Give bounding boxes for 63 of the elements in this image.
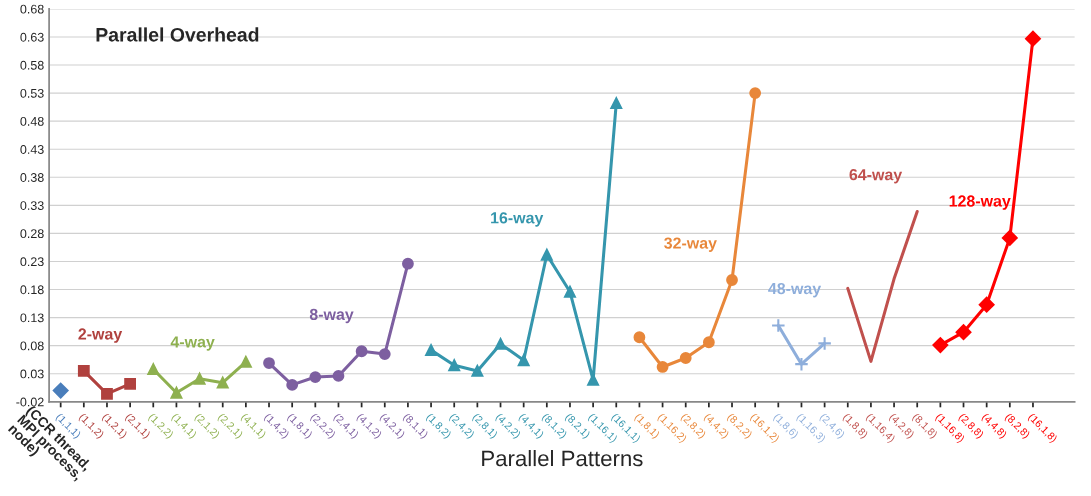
series-label: 128-way <box>949 195 1011 210</box>
point <box>494 338 507 350</box>
point <box>610 97 623 110</box>
point <box>471 364 484 377</box>
point <box>679 352 692 364</box>
point <box>656 361 669 373</box>
point <box>170 386 183 399</box>
point <box>263 357 275 369</box>
point <box>448 359 461 372</box>
point <box>101 388 113 400</box>
y-tick-label: 0.28 <box>20 229 44 239</box>
point <box>402 257 414 270</box>
point <box>309 371 322 383</box>
point <box>978 296 995 313</box>
point <box>1001 229 1018 246</box>
series-label: 8-way <box>309 308 354 324</box>
y-tick-label: 0.68 <box>20 4 44 14</box>
point <box>193 372 206 385</box>
point <box>633 331 646 344</box>
point <box>771 318 786 333</box>
series-label: 48-way <box>768 282 822 298</box>
y-tick-label: 0.13 <box>20 313 44 323</box>
series-label: 4-way <box>170 336 215 351</box>
point <box>147 363 160 376</box>
point <box>564 285 576 298</box>
point <box>52 382 69 399</box>
y-tick-label: 0.48 <box>20 116 44 126</box>
y-tick-label: 0.08 <box>20 341 44 351</box>
point <box>1025 30 1041 47</box>
y-tick-label: 0.23 <box>20 257 44 267</box>
point <box>817 336 832 351</box>
series-label: 64-way <box>849 168 903 184</box>
point <box>77 364 90 377</box>
line-series <box>846 209 919 363</box>
point <box>749 87 762 100</box>
text: Parallel Overhead <box>96 27 259 42</box>
series-label: 32-way <box>664 237 717 252</box>
point <box>955 324 972 341</box>
point <box>286 379 299 391</box>
point <box>124 377 137 390</box>
point <box>216 376 229 389</box>
point <box>794 356 809 372</box>
point <box>517 354 530 367</box>
point <box>726 274 738 286</box>
y-tick-label: 0.58 <box>20 60 44 70</box>
x-axis-title: Parallel Patterns <box>482 449 643 467</box>
point <box>540 248 553 261</box>
point <box>702 336 715 349</box>
y-tick-label: 0.38 <box>20 173 44 182</box>
point <box>378 348 391 360</box>
y-tick-label: 0.33 <box>20 201 44 210</box>
y-tick-label: 0.43 <box>20 145 44 154</box>
series-label: 16-way <box>491 212 544 227</box>
y-tick-label: 0.53 <box>20 88 44 98</box>
series-label: 2-way <box>78 328 123 343</box>
y-tick-label: 0.03 <box>20 369 44 379</box>
point <box>355 345 368 358</box>
y-tick-label: 0.18 <box>20 285 44 295</box>
y-tick-label: -0.02 <box>16 397 44 407</box>
y-tick-label: 0.63 <box>20 32 44 42</box>
point <box>425 344 437 357</box>
point <box>932 337 949 353</box>
point <box>332 370 345 382</box>
